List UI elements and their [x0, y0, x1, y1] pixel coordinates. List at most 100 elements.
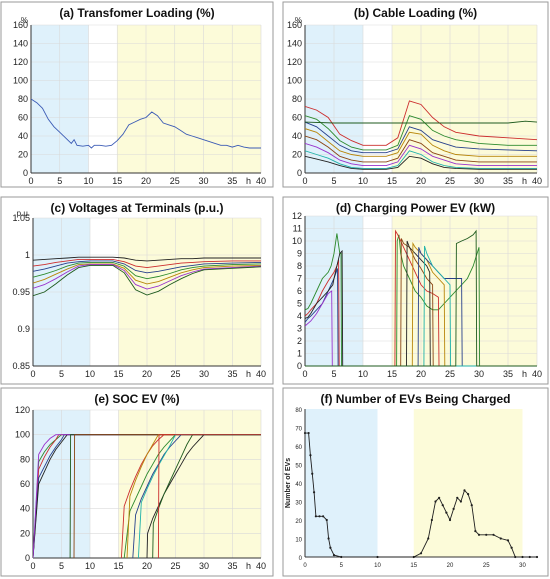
- data-point: [303, 431, 307, 435]
- x-tick-label: 25: [170, 369, 180, 379]
- y-tick-label: 120: [15, 405, 30, 415]
- data-point: [322, 515, 325, 518]
- x-tick-label: 35: [503, 176, 513, 186]
- y-tick-label: 0.95: [12, 287, 30, 297]
- y-tick-label: 60: [292, 113, 302, 123]
- x-tick-label: 5: [331, 369, 336, 379]
- series-line-3: [33, 260, 261, 274]
- data-point: [412, 555, 415, 559]
- series-line-4: [33, 434, 261, 559]
- y-tick-label: 50: [295, 464, 302, 470]
- data-point: [438, 496, 441, 499]
- series-line-5: [33, 263, 261, 285]
- x-tick-label: 40: [256, 369, 266, 379]
- y-tick-label: 20: [292, 150, 302, 160]
- y-tick-label: 60: [20, 479, 30, 489]
- series-line-2: [305, 115, 537, 151]
- band-yellow: [413, 409, 523, 557]
- x-tick-label: 30: [198, 176, 208, 186]
- data-point: [427, 537, 430, 540]
- x-tick-label: 5: [57, 176, 62, 186]
- x-tick-label: 0: [28, 176, 33, 186]
- series-line-1: [305, 233, 537, 367]
- chart-title: (d) Charging Power EV (kW): [336, 201, 495, 215]
- data-point: [376, 555, 379, 559]
- chart-title: (a) Transfomer Loading (%): [59, 6, 214, 20]
- data-point: [535, 555, 539, 559]
- x-tick-label: 20: [142, 369, 152, 379]
- data-point: [521, 555, 524, 559]
- x-tick-label: 10: [85, 561, 95, 571]
- y-tick-label: 30: [295, 501, 302, 507]
- x-tick-label: 25: [170, 176, 180, 186]
- y-tick-label: 1: [25, 250, 30, 260]
- y-tick-label: 100: [13, 76, 28, 86]
- y-tick-label: 80: [20, 454, 30, 464]
- y-tick-label: 0: [297, 168, 302, 178]
- y-tick-label: 0.85: [12, 361, 30, 371]
- x-tick-label: 40: [256, 176, 266, 186]
- series-line-3: [305, 121, 537, 154]
- data-point: [492, 533, 495, 536]
- chart-title: (c) Voltages at Terminals (p.u.): [51, 201, 224, 215]
- chart-panel-d: (d) Charging Power EV (kW)0 5 10 15 20 25 30 35…: [282, 196, 549, 385]
- y-tick-label: 2: [297, 336, 302, 346]
- y-tick-label: 40: [20, 504, 30, 514]
- data-point: [309, 454, 312, 457]
- data-point: [485, 533, 488, 536]
- series-line-14: [152, 434, 261, 559]
- y-tick-label: 3: [297, 324, 302, 334]
- y-tick-label: 0: [297, 361, 302, 371]
- x-tick-label: 20: [142, 561, 152, 571]
- x-tick-label: 30: [199, 369, 209, 379]
- x-tick-label: 15: [112, 176, 122, 186]
- y-tick-label: 20: [295, 519, 302, 525]
- x-unit-label: h: [522, 176, 527, 186]
- series-line-9: [305, 120, 537, 124]
- series-line-15: [157, 434, 261, 559]
- y-tick-label: 0: [299, 556, 303, 562]
- series-line-12: [305, 245, 537, 367]
- series-line-5: [305, 290, 537, 367]
- y-tick-label: 120: [13, 57, 28, 67]
- x-tick-label: 15: [113, 369, 123, 379]
- series-line-3: [305, 268, 537, 367]
- data-point: [430, 518, 433, 522]
- chart-panel-a: (a) Transfomer Loading (%) 0 5 10 15 20 25 30 35…: [0, 1, 274, 188]
- x-tick-label: 25: [445, 176, 455, 186]
- series-line-8: [305, 155, 537, 170]
- x-tick-label: 0: [302, 369, 307, 379]
- series-line-2: [305, 259, 537, 367]
- series-line-5: [305, 135, 537, 163]
- series-line-6: [305, 142, 537, 167]
- y-tick-label: 100: [15, 430, 30, 440]
- y-axis-label: Number of EVs: [285, 458, 292, 508]
- y-tick-label: 40: [18, 131, 28, 141]
- x-unit-label: h: [246, 369, 251, 379]
- y-tick-label: 40: [292, 131, 302, 141]
- x-tick-label: 25: [445, 369, 455, 379]
- y-tick-label: 80: [18, 94, 28, 104]
- x-tick-label: 0: [30, 369, 35, 379]
- series-line-4: [305, 128, 537, 157]
- series-line-9: [305, 240, 537, 367]
- y-tick-label: 20: [18, 150, 28, 160]
- x-tick-label: 40: [532, 369, 542, 379]
- y-tick-label: 11: [293, 224, 302, 234]
- x-tick-label: 25: [170, 561, 180, 571]
- data-point: [463, 489, 466, 492]
- y-tick-label: 10: [292, 236, 302, 246]
- data-point: [528, 555, 531, 559]
- y-tick-label: 120: [287, 57, 302, 67]
- y-tick-label: 160: [13, 20, 28, 30]
- x-tick-label: 15: [387, 176, 397, 186]
- x-tick-label: 10: [83, 176, 93, 186]
- x-tick-label: 15: [387, 369, 397, 379]
- y-tick-label: 12: [292, 211, 302, 221]
- data-point: [470, 504, 473, 507]
- x-tick-label: 30: [474, 369, 484, 379]
- x-tick-label: 10: [358, 369, 368, 379]
- data-point: [325, 518, 328, 522]
- data-point: [441, 504, 444, 507]
